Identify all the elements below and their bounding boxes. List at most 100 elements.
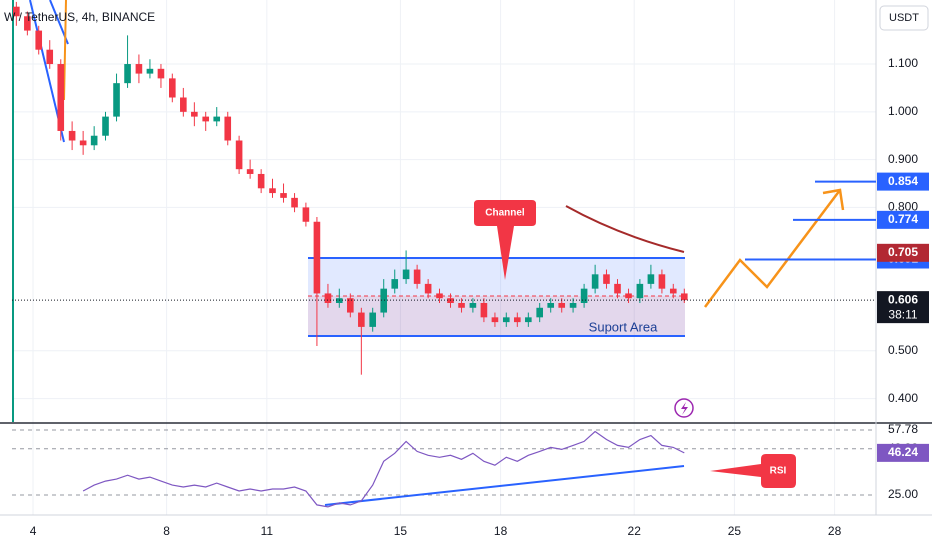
x-tick-label: 25 — [728, 524, 742, 538]
candles — [13, 1, 688, 375]
candle-body — [436, 293, 443, 299]
candle-body — [180, 97, 187, 112]
x-tick-label: 18 — [494, 524, 508, 538]
target-price-box — [877, 210, 929, 229]
currency-button[interactable] — [879, 5, 929, 31]
candle-body — [547, 302, 555, 308]
x-tick-label: 15 — [394, 524, 408, 538]
candle-body — [469, 302, 477, 308]
target-price-label: 0.854 — [888, 174, 918, 188]
countdown: 38:11 — [888, 307, 917, 321]
candle-body — [569, 302, 577, 308]
rsi-trendline — [324, 465, 685, 506]
candle-body — [102, 116, 109, 136]
candle-body — [580, 288, 588, 303]
ma-price-label: 0.705 — [888, 245, 918, 259]
candle-body — [46, 49, 54, 65]
candle-body — [24, 16, 31, 31]
rsi-tick-label: 25.00 — [888, 487, 918, 501]
x-tick-label: 4 — [30, 524, 37, 538]
candle-body — [202, 116, 210, 122]
projection-arrow — [822, 188, 845, 211]
y-tick-label: 0.500 — [888, 343, 918, 357]
candle-body — [90, 135, 98, 146]
target-price-box — [877, 172, 929, 191]
candle-body — [413, 269, 421, 284]
support-label: Suport Area — [589, 319, 658, 334]
channel-label: Channel — [485, 208, 525, 219]
grid-layer — [12, 0, 876, 515]
candle-body — [536, 307, 543, 318]
last-price-label: 0.606 — [888, 292, 918, 306]
candle-body — [647, 274, 655, 284]
candle-body — [235, 140, 243, 170]
currency: USDT — [889, 12, 919, 24]
candle-body — [625, 293, 632, 299]
candle-body — [313, 221, 321, 294]
candle-body — [369, 312, 377, 327]
candle-body — [603, 274, 610, 284]
channel-callout — [474, 200, 536, 280]
event-icon-bolt — [681, 402, 688, 415]
candle-body — [146, 68, 154, 74]
candle-body — [68, 130, 76, 141]
ma-price-box — [877, 243, 929, 262]
last-price-box — [877, 291, 929, 324]
candle-body — [680, 293, 688, 301]
rsi-callout — [710, 454, 796, 488]
candle-body — [113, 83, 120, 117]
candle-body — [169, 78, 176, 98]
orange-line — [63, 0, 67, 101]
candle-body — [347, 298, 354, 313]
candle-body — [324, 293, 332, 303]
candle-body — [380, 288, 388, 313]
candle-body — [124, 64, 131, 84]
candle-body — [558, 302, 566, 308]
candle-body — [269, 188, 276, 194]
candle-body — [491, 317, 499, 323]
x-tick-label: 22 — [628, 524, 642, 538]
rsi-value-label: 46.24 — [888, 445, 918, 459]
candle-body — [280, 193, 287, 198]
overlay: 4 8 11 15 18 22 25 28 0.400 0.500 0.800 0.900 1.000 1… — [12, 56, 929, 538]
x-tick-label: 8 — [163, 524, 170, 538]
candle-body — [424, 283, 432, 294]
candle-body — [246, 169, 254, 174]
candle-body — [480, 302, 488, 318]
event-icon[interactable] — [674, 398, 694, 418]
candle-body — [213, 116, 221, 122]
candle-body — [636, 283, 644, 299]
candle-body — [502, 317, 510, 323]
candle-body — [13, 6, 20, 17]
candle-body — [458, 302, 465, 308]
candle-body — [591, 274, 599, 289]
candle-body — [614, 283, 621, 294]
rsi-callout-label: RSI — [770, 466, 787, 477]
candle-body — [57, 64, 65, 131]
candle-body — [525, 317, 532, 323]
candle-body — [35, 30, 43, 50]
projection-path — [703, 189, 841, 308]
y-tick-label: 1.100 — [888, 56, 918, 70]
candle-body — [302, 207, 310, 222]
candle-body — [79, 140, 87, 146]
candle-body — [135, 64, 143, 74]
candle-body — [391, 279, 399, 289]
moving-average — [565, 205, 685, 253]
candle-body — [291, 197, 298, 208]
x-tick-label: 28 — [828, 524, 842, 538]
candle-body — [257, 173, 265, 189]
chart-title: W / TetherUS, 4h, BINANCE — [4, 10, 155, 24]
target-price-label: 0.774 — [888, 212, 918, 226]
candle-body — [157, 68, 165, 79]
y-tick-label: 1.000 — [888, 104, 918, 118]
candle-body — [402, 269, 410, 280]
candle-body — [224, 116, 232, 141]
candle-body — [358, 312, 365, 327]
rsi-line — [82, 430, 685, 508]
candle-body — [669, 288, 677, 294]
candle-body — [514, 317, 521, 323]
rsi-value-box — [877, 443, 929, 462]
y-tick-label: 0.400 — [888, 391, 918, 405]
candle-body — [191, 111, 198, 117]
